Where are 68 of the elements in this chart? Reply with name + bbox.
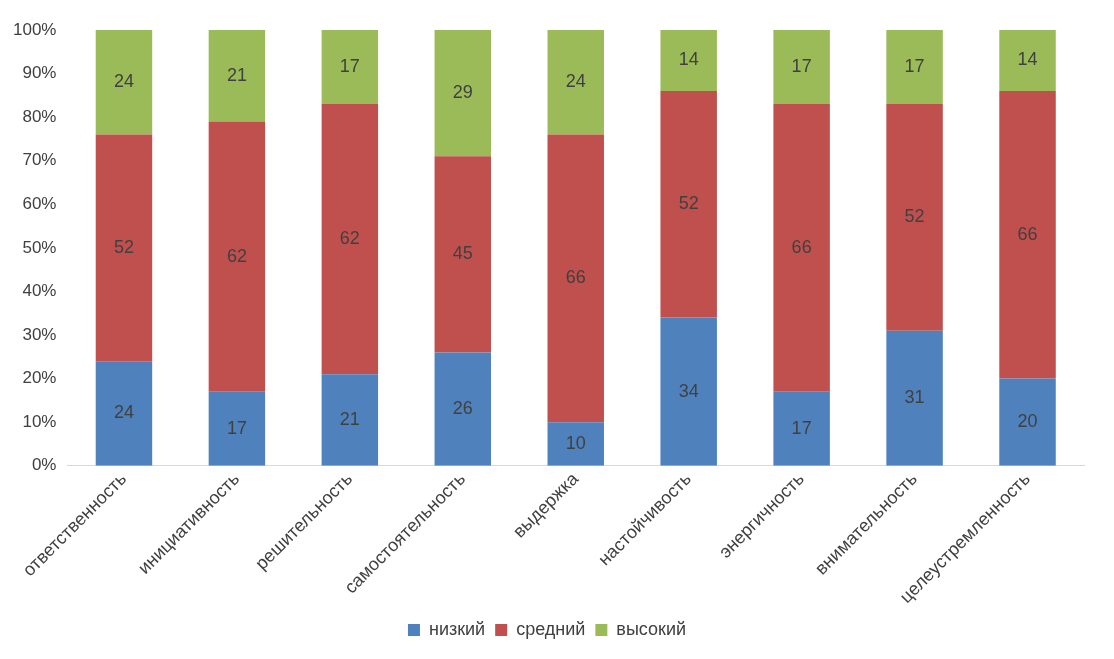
data-label: 66 [1017,223,1038,244]
data-label: 52 [904,206,925,227]
data-label: 66 [565,267,586,288]
data-label: 14 [1017,49,1038,70]
data-label: 31 [904,387,925,408]
bar [999,378,1056,466]
y-tick-label: 0% [31,455,57,475]
data-label: 45 [452,243,473,264]
y-tick-label: 40% [22,281,57,301]
bar [886,30,943,105]
bar [773,391,830,466]
y-tick-label: 100% [13,19,57,39]
y-tick-label: 90% [22,63,57,83]
data-label: 17 [226,417,247,438]
y-tick-label: 30% [22,324,57,344]
data-label: 17 [791,56,812,77]
legend-label: средний [516,618,586,639]
bar [660,91,717,318]
bar [773,104,830,392]
data-label: 52 [113,236,134,257]
bar [208,391,266,466]
bar [434,156,492,353]
bar [660,317,717,466]
bar [547,422,604,466]
bar [95,134,153,362]
data-label: 24 [113,402,134,423]
bar [434,352,492,466]
data-label: 24 [113,71,134,92]
bar [95,361,153,466]
data-label: 14 [678,49,699,70]
bar [321,374,379,466]
bar [208,121,266,392]
data-label: 10 [565,432,586,453]
y-tick-label: 60% [22,194,57,213]
bar [660,30,717,92]
bar [321,104,379,375]
bar [95,30,153,135]
legend-label: высокий [616,618,687,639]
data-label: 52 [678,193,699,214]
data-label: 62 [226,245,247,266]
bar [999,91,1056,379]
data-label: 17 [339,56,360,77]
data-label: 29 [452,82,473,103]
bar [547,134,604,423]
y-tick-label: 80% [22,106,57,126]
bar [547,30,604,135]
bar [208,30,266,122]
bar [999,30,1056,92]
bar [886,330,943,466]
legend-label: низкий [428,618,486,639]
data-label: 66 [791,236,812,257]
data-label: 26 [452,398,473,419]
y-tick-label: 20% [22,368,57,388]
data-label: 34 [678,380,699,401]
bar [434,30,492,157]
bar [773,30,830,105]
data-label: 21 [226,64,247,85]
bar [886,104,943,331]
bar [321,30,379,105]
data-label: 17 [904,56,925,77]
y-tick-label: 10% [22,411,57,431]
y-tick-label: 70% [22,150,57,170]
data-label: 17 [791,417,812,438]
y-tick-label: 50% [22,237,57,257]
data-label: 24 [565,71,586,92]
data-label: 62 [339,228,360,249]
data-label: 20 [1017,411,1038,432]
data-label: 21 [339,408,360,429]
